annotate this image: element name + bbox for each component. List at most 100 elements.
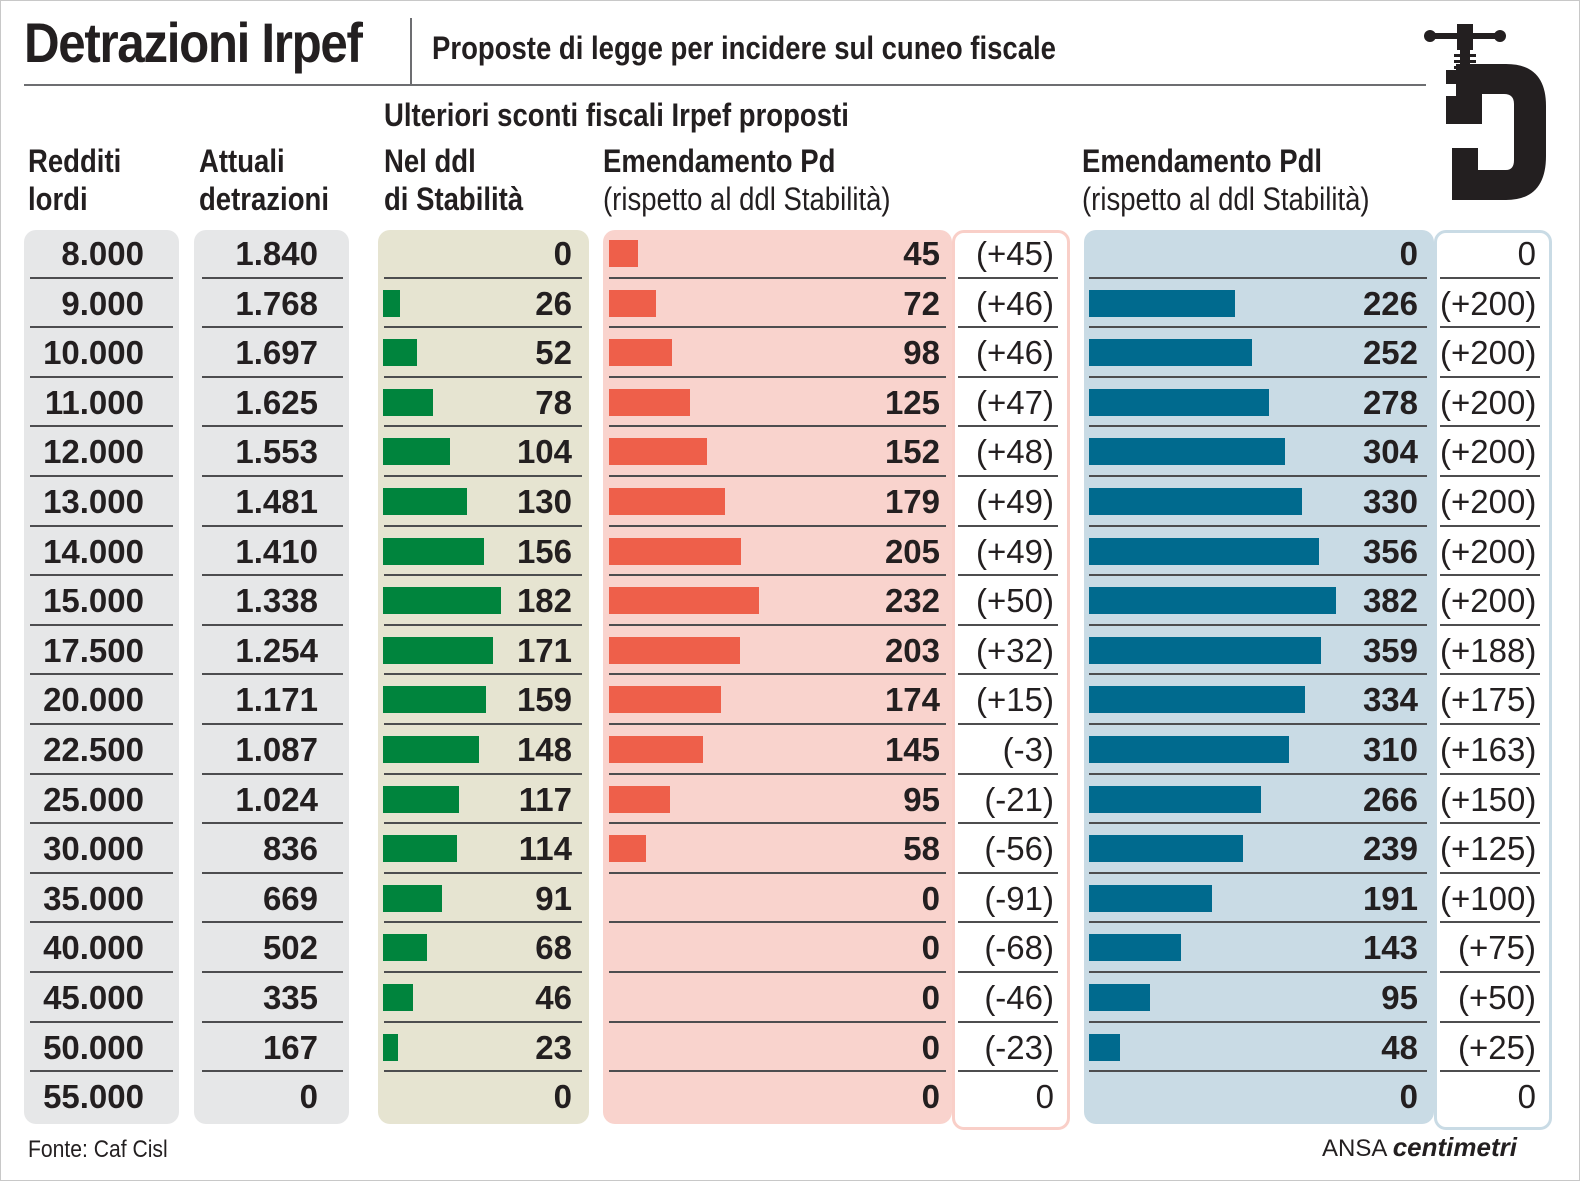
stab-value: 104 [516,433,572,471]
pdl-value: 382 [1362,582,1418,620]
row-divider [1089,326,1427,329]
chart-title: Detrazioni Irpef [24,11,363,74]
row-divider [1089,276,1427,279]
title-separator [410,18,412,84]
pd-diff-value: (+46) [976,284,1054,322]
pdl-diff-value: (+100) [1440,879,1537,917]
pd-value: 145 [884,731,940,768]
pdl-bar [1089,736,1290,763]
pdl-value: 0 [1399,235,1418,272]
row-divider [1089,425,1427,428]
pdl-value: 226 [1362,284,1418,322]
row-divider [1440,971,1540,973]
stab-value: 46 [535,979,572,1016]
stab-value: 171 [516,631,572,669]
row-divider [30,921,173,924]
row-divider [958,1020,1058,1023]
stab-bar [383,884,442,912]
pd-diff-value: (+49) [976,483,1054,520]
pdl-bar [1089,785,1261,813]
stab-bar [383,587,501,615]
row-divider [30,326,173,329]
row-divider [1089,475,1427,477]
pd-bar [609,438,708,466]
pd-value: 0 [921,879,940,917]
row-divider [384,276,582,279]
attuali-value: 335 [262,979,318,1016]
row-divider [384,326,582,329]
row-divider [30,1020,173,1023]
stab-bar [383,785,459,813]
row-divider [384,375,582,378]
column-pdl-diff-bg [1434,230,1552,1130]
row-divider [1089,921,1427,924]
stab-value: 182 [516,582,572,620]
row-divider [1440,1020,1540,1023]
row-divider [30,475,173,477]
row-divider [1089,723,1427,725]
pd-value: 205 [884,532,940,570]
pd-diff-value: (-3) [1002,731,1054,768]
attuali-value: 1.171 [235,681,318,719]
pdl-value: 304 [1362,433,1418,471]
pd-bar [609,686,722,714]
row-divider [202,276,343,279]
row-divider [1089,772,1427,775]
pd-value: 152 [884,433,940,471]
row-divider [1440,524,1540,527]
row-divider [202,921,343,924]
stab-value: 130 [516,483,572,520]
pd-value: 0 [921,979,940,1016]
row-divider [384,524,582,527]
vice-clamp-icon [1424,24,1546,200]
attuali-value: 1.840 [235,235,318,272]
row-divider [30,871,173,874]
pdl-bar [1089,984,1151,1011]
pd-diff-value: (-56) [984,830,1054,868]
pd-value: 45 [903,235,940,272]
row-divider [958,524,1058,527]
pd-value: 58 [903,830,940,868]
row-divider [1440,871,1540,874]
row-divider [1440,673,1540,676]
row-divider [609,971,946,973]
stab-bar [383,388,434,416]
row-divider [1440,276,1540,279]
pdl-diff-value: (+75) [1458,929,1536,967]
pd-diff-value: (-23) [984,1028,1054,1066]
pd-bar [609,785,671,813]
credit: ANSA centimetri [1322,1132,1517,1163]
attuali-value: 1.768 [235,284,318,322]
header-stab-2: di Stabilità [384,181,524,217]
stab-value: 52 [535,334,572,372]
stab-value: 114 [518,830,572,868]
stab-value: 156 [516,532,572,570]
row-divider [958,822,1058,825]
row-divider [1440,574,1540,577]
pd-bar [609,388,690,416]
row-divider [202,1070,343,1073]
row-divider [1089,871,1427,874]
row-divider [1089,822,1427,825]
stab-bar [383,289,400,317]
attuali-value: 1.338 [235,582,318,620]
stab-bar [383,835,457,863]
row-divider [958,921,1058,924]
pdl-bar [1089,537,1319,565]
row-divider [30,772,173,775]
stab-bar [383,934,427,962]
row-divider [609,921,946,924]
redditi-value: 9.000 [61,284,144,322]
row-divider [202,871,343,874]
row-divider [958,425,1058,428]
pdl-diff-value: (+150) [1440,780,1537,818]
row-divider [384,1020,582,1023]
row-divider [202,574,343,577]
attuali-value: 1.553 [235,433,318,471]
row-divider [958,871,1058,874]
pd-diff-value: (-46) [984,979,1054,1016]
pdl-bar [1089,884,1213,912]
row-divider [202,673,343,676]
credit-brand: centimetri [1392,1132,1517,1162]
row-divider [609,375,946,378]
